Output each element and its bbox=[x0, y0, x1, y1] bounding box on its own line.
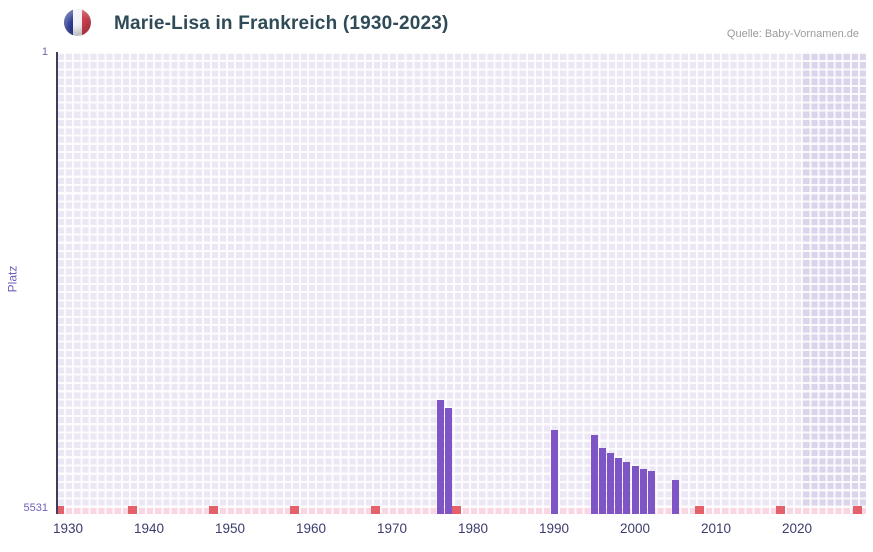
rank-bar-1997 bbox=[607, 453, 615, 514]
y-tick-bottom: 5531 bbox=[23, 502, 48, 514]
rank-bar-1999 bbox=[623, 461, 631, 514]
rank-bar-2005 bbox=[672, 479, 679, 514]
rank-bar-1976 bbox=[437, 399, 445, 514]
grid-lines bbox=[56, 52, 866, 514]
no-rank-marker-1948 bbox=[209, 506, 219, 514]
rank-bar-2002 bbox=[647, 470, 655, 514]
no-rank-marker-2018 bbox=[776, 506, 786, 514]
page-title: Marie-Lisa in Frankreich (1930-2023) bbox=[114, 13, 449, 34]
no-rank-marker-edge bbox=[853, 506, 862, 514]
rank-bar-2001 bbox=[639, 469, 647, 514]
x-tick-1940: 1940 bbox=[133, 521, 165, 536]
no-rank-marker-1978 bbox=[452, 506, 462, 514]
no-rank-marker-1958 bbox=[290, 506, 300, 514]
x-tick-2010: 2010 bbox=[700, 521, 732, 536]
x-tick-2000: 2000 bbox=[619, 521, 651, 536]
rank-bar-2000 bbox=[631, 465, 639, 514]
y-axis-label: Platz bbox=[5, 265, 20, 293]
france-flag-icon bbox=[64, 9, 91, 36]
flag-red-stripe bbox=[82, 9, 91, 36]
rank-bar-1998 bbox=[615, 457, 623, 514]
x-axis-ticks: 1930 1940 1950 1960 1970 1980 1990 2000 2010 2020 bbox=[52, 521, 866, 541]
rank-bar-1990 bbox=[550, 429, 558, 514]
rank-bar-1995 bbox=[591, 434, 598, 514]
rank-bar-1977 bbox=[445, 408, 453, 514]
no-rank-marker-1929 bbox=[56, 506, 65, 514]
x-tick-2020: 2020 bbox=[781, 521, 813, 536]
no-rank-marker-2008 bbox=[695, 506, 705, 514]
no-rank-marker-1938 bbox=[128, 506, 138, 514]
x-tick-1960: 1960 bbox=[295, 521, 327, 536]
x-tick-1990: 1990 bbox=[538, 521, 570, 536]
flag-white-stripe bbox=[73, 9, 82, 36]
y-axis-line bbox=[56, 52, 58, 514]
y-tick-top: 1 bbox=[41, 46, 48, 58]
source-attribution: Quelle: Baby-Vornamen.de bbox=[726, 28, 859, 40]
rank-bar-1996 bbox=[599, 447, 607, 514]
x-tick-1970: 1970 bbox=[376, 521, 408, 536]
x-tick-1930: 1930 bbox=[52, 521, 84, 536]
plot-area bbox=[56, 52, 866, 514]
flag-blue-stripe bbox=[64, 9, 73, 36]
x-tick-1950: 1950 bbox=[214, 521, 246, 536]
flag-sheen bbox=[64, 9, 91, 36]
no-rank-marker-1968 bbox=[371, 506, 381, 514]
x-tick-1980: 1980 bbox=[457, 521, 489, 536]
